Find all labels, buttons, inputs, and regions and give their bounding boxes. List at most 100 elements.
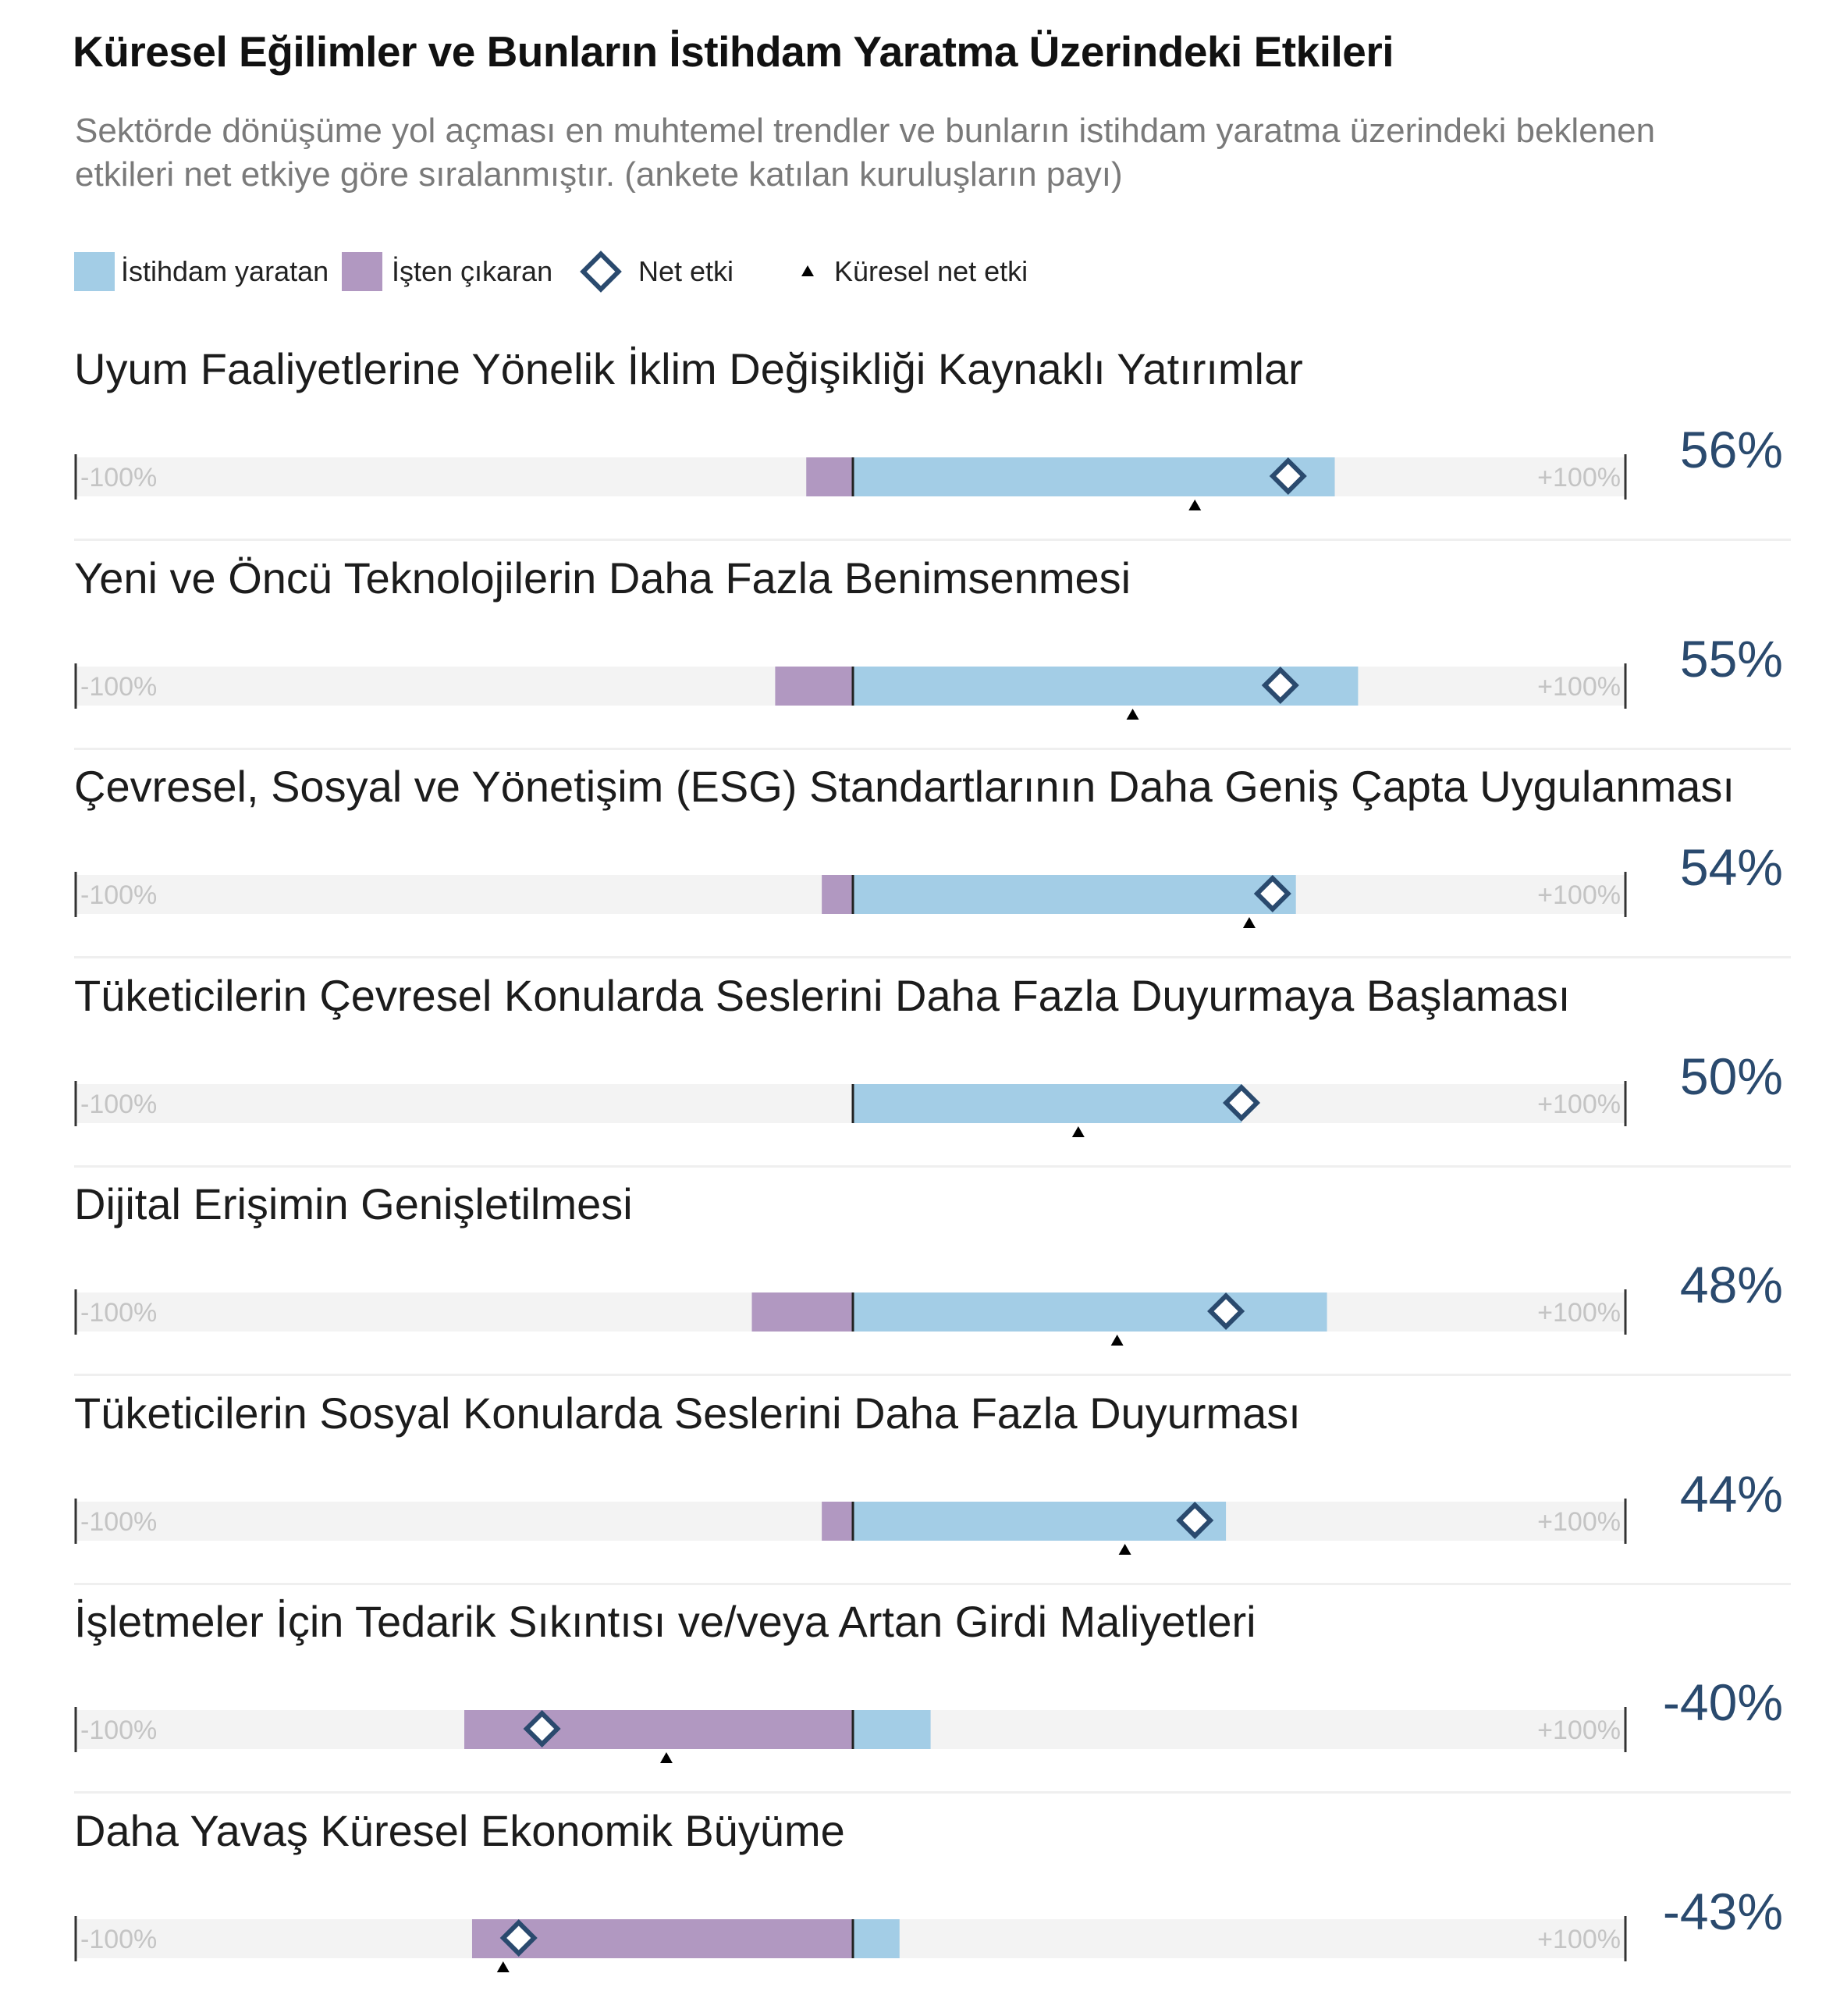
- net-effect-marker: [1261, 666, 1299, 705]
- global-net-marker: [1126, 709, 1139, 720]
- axis-max-label: +100%: [1537, 1507, 1621, 1537]
- net-effect-marker: [523, 1709, 561, 1748]
- chart-row: Tüketicilerin Sosyal Konularda Seslerini…: [0, 1388, 1840, 1598]
- row-bar-chart: -100% +100%: [74, 1916, 1627, 1972]
- axis-max-label: +100%: [1537, 880, 1621, 910]
- creating-bar: [853, 1502, 1227, 1541]
- row-divider: [74, 1374, 1791, 1376]
- triangle-icon: [801, 265, 814, 276]
- chart-row: İşletmeler İçin Tedarik Sıkıntısı ve/vey…: [0, 1596, 1840, 1807]
- displacing-bar: [464, 1710, 853, 1749]
- creating-bar: [853, 1919, 900, 1958]
- row-label: Çevresel, Sosyal ve Yönetişim (ESG) Stan…: [74, 762, 1735, 811]
- global-net-marker: [1242, 917, 1256, 928]
- axis-min-label: -100%: [80, 672, 157, 702]
- axis-min-label: -100%: [80, 1925, 157, 1954]
- chart-row: Uyum Faaliyetlerine Yönelik İklim Değişi…: [0, 343, 1840, 554]
- displacing-swatch: [342, 252, 382, 291]
- chart-row: Dijital Erişimin Genişletilmesi -100% +100…: [0, 1179, 1840, 1389]
- row-bar-chart: -100% +100%: [74, 454, 1627, 510]
- row-label: Dijital Erişimin Genişletilmesi: [74, 1179, 633, 1228]
- row-label: Yeni ve Öncü Teknolojilerin Daha Fazla B…: [74, 553, 1131, 603]
- displacing-bar: [806, 457, 853, 496]
- subtitle-line-1: Sektörde dönüşüme yol açması en muhtemel…: [75, 112, 1656, 150]
- legend-item-global: Küresel net etki: [792, 248, 1028, 295]
- displacing-bar: [822, 1502, 853, 1541]
- chart-row: Yeni ve Öncü Teknolojilerin Daha Fazla B…: [0, 553, 1840, 763]
- net-value-label: 50%: [1679, 1047, 1783, 1105]
- displacing-bar: [751, 1292, 853, 1332]
- axis-max-label: +100%: [1537, 1716, 1621, 1745]
- axis-max-label: +100%: [1537, 672, 1621, 702]
- displacing-bar: [822, 875, 853, 914]
- creating-bar: [853, 457, 1335, 496]
- legend-item-creating: İstihdam yaratan: [74, 248, 329, 295]
- row-bar-chart: -100% +100%: [74, 1289, 1627, 1346]
- axis-max-label: +100%: [1537, 1298, 1621, 1328]
- net-effect-marker: [1222, 1083, 1261, 1122]
- creating-bar: [853, 1084, 1241, 1123]
- net-value-label: 55%: [1679, 630, 1783, 688]
- legend-label-global: Küresel net etki: [834, 255, 1028, 287]
- legend-item-displacing: İşten çıkaran: [342, 248, 552, 295]
- row-divider: [74, 1583, 1791, 1585]
- net-effect-marker: [1176, 1501, 1214, 1540]
- global-net-marker: [659, 1752, 673, 1763]
- global-net-marker: [1118, 1544, 1131, 1555]
- diamond-icon: [580, 251, 622, 293]
- chart-subtitle: Sektörde dönüşüme yol açması en muhtemel…: [75, 109, 1753, 197]
- row-divider: [74, 1165, 1791, 1168]
- axis-min-label: -100%: [80, 1298, 157, 1328]
- global-net-marker: [1188, 500, 1202, 510]
- row-label: Daha Yavaş Küresel Ekonomik Büyüme: [74, 1806, 845, 1855]
- net-effect-marker: [499, 1918, 538, 1957]
- axis-min-label: -100%: [80, 1507, 157, 1537]
- row-label: İşletmeler İçin Tedarik Sıkıntısı ve/vey…: [74, 1597, 1256, 1646]
- row-divider: [74, 748, 1791, 750]
- legend-label-displacing: İşten çıkaran: [392, 255, 553, 287]
- axis-min-label: -100%: [80, 1716, 157, 1745]
- axis-max-label: +100%: [1537, 463, 1621, 492]
- row-divider: [74, 539, 1791, 541]
- net-effect-marker: [1253, 874, 1291, 913]
- axis-max-label: +100%: [1537, 1090, 1621, 1119]
- axis-min-label: -100%: [80, 1090, 157, 1119]
- chart-row: Tüketicilerin Çevresel Konularda Sesleri…: [0, 970, 1840, 1181]
- displacing-bar: [775, 667, 853, 706]
- row-bar-chart: -100% +100%: [74, 663, 1627, 720]
- net-value-label: -43%: [1662, 1883, 1783, 1940]
- bar-track: [76, 1084, 1625, 1123]
- row-bar-chart: -100% +100%: [74, 1707, 1627, 1763]
- subtitle-line-2: etkileri net etkiye göre sıralanmıştır. …: [75, 155, 1123, 194]
- chart-row: Çevresel, Sosyal ve Yönetişim (ESG) Stan…: [0, 761, 1840, 972]
- net-value-label: 44%: [1679, 1465, 1783, 1523]
- global-net-marker: [1071, 1126, 1085, 1137]
- net-value-label: -40%: [1662, 1673, 1783, 1731]
- row-label: Uyum Faaliyetlerine Yönelik İklim Değişi…: [74, 344, 1303, 393]
- chart-row: Daha Yavaş Küresel Ekonomik Büyüme -100% +…: [0, 1805, 1840, 2016]
- axis-min-label: -100%: [80, 463, 157, 492]
- creating-bar: [853, 1710, 931, 1749]
- net-value-label: 54%: [1679, 838, 1783, 896]
- row-label: Tüketicilerin Sosyal Konularda Seslerini…: [74, 1388, 1301, 1438]
- chart-title: Küresel Eğilimler ve Bunların İstihdam Y…: [73, 27, 1394, 76]
- net-value-label: 56%: [1679, 421, 1783, 478]
- creating-bar: [853, 1292, 1327, 1332]
- net-effect-marker: [1269, 457, 1307, 496]
- row-bar-chart: -100% +100%: [74, 1081, 1627, 1137]
- global-net-marker: [496, 1961, 510, 1972]
- axis-min-label: -100%: [80, 880, 157, 910]
- row-divider: [74, 956, 1791, 958]
- legend-label-creating: İstihdam yaratan: [121, 255, 329, 287]
- axis-max-label: +100%: [1537, 1925, 1621, 1954]
- net-effect-marker: [1207, 1292, 1245, 1331]
- legend-item-net: Net etki: [577, 248, 734, 295]
- global-net-marker: [1110, 1335, 1124, 1346]
- net-value-label: 48%: [1679, 1256, 1783, 1314]
- creating-bar: [853, 875, 1296, 914]
- row-label: Tüketicilerin Çevresel Konularda Sesleri…: [74, 971, 1571, 1020]
- row-divider: [74, 1791, 1791, 1794]
- legend-label-net: Net etki: [638, 255, 734, 287]
- row-bar-chart: -100% +100%: [74, 872, 1627, 928]
